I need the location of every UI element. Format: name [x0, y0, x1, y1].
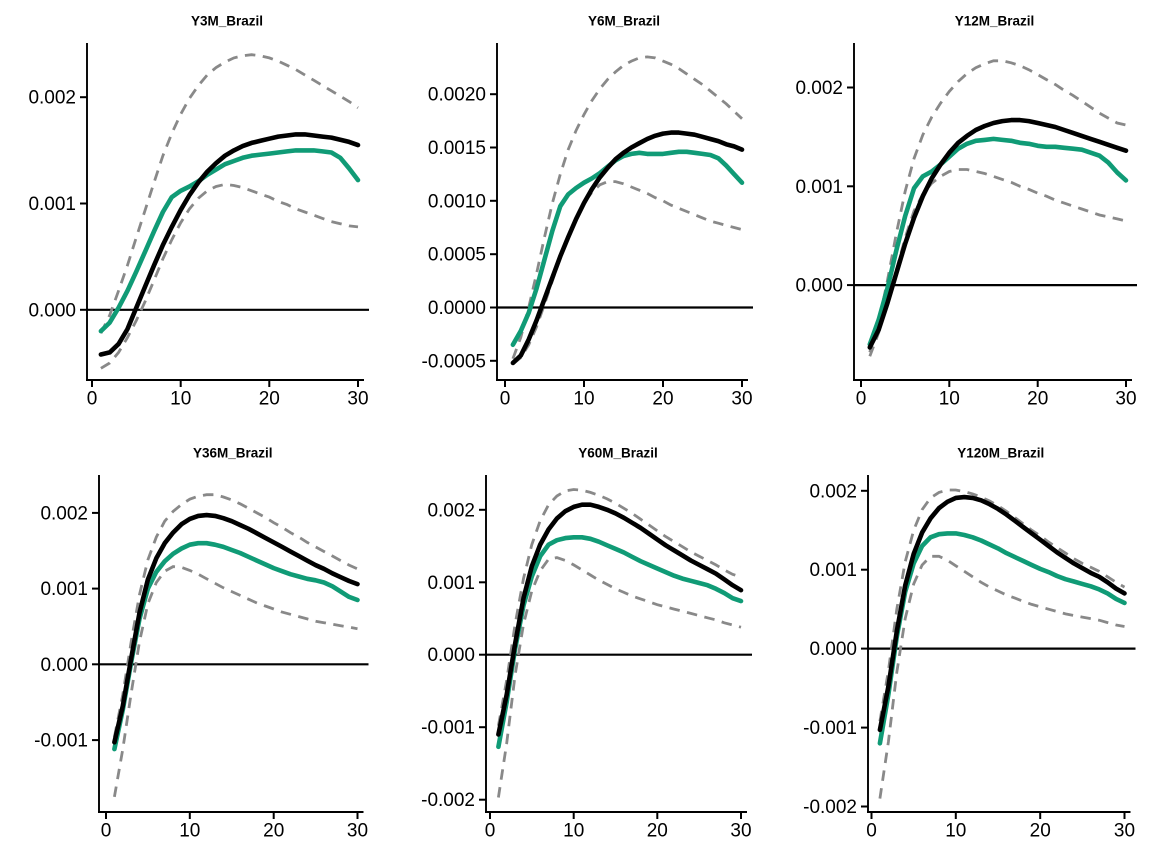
alternative-estimate-line	[867, 136, 1129, 347]
y-tick-label: 0.001	[809, 560, 857, 581]
x-tick-label: 30	[1114, 821, 1135, 842]
upper-band-line	[878, 488, 1126, 722]
x-tick-label: 10	[573, 389, 594, 410]
chart-panel-2: -0.0005 0.0000 0.0005 0.0010 0.0015 0.0020 0 10…	[422, 14, 753, 410]
x-tick-label: 0	[485, 821, 496, 842]
y-tick-label: 0.0020	[428, 85, 486, 106]
x-tick-label: 10	[563, 821, 584, 842]
y-tick-label: 0.001	[28, 194, 76, 215]
upper-band-line	[868, 59, 1127, 353]
y-tick-label: 0.001	[427, 573, 475, 594]
median-response-line	[112, 512, 360, 745]
y-tick-label: 0.001	[795, 177, 843, 198]
median-response-line	[496, 502, 744, 737]
x-tick-label: 10	[179, 821, 200, 842]
y-tick-label: 0.000	[40, 655, 88, 676]
chart-panel-6: -0.002 -0.001 0.000 0.001 0.002 0 10 20 30 Y120M_…	[803, 446, 1136, 842]
lower-band-line	[497, 556, 742, 798]
x-tick-label: 10	[170, 389, 191, 410]
x-tick-label: 20	[263, 821, 284, 842]
x-tick-label: 30	[347, 389, 368, 410]
y-tick-label: 0.0010	[428, 191, 486, 212]
panel-title: Y6M_Brazil	[588, 14, 660, 29]
y-tick-label: -0.002	[421, 790, 475, 811]
chart-panel-3: 0.000 0.001 0.002 0 10 20 30 Y12M_Brazil	[795, 14, 1137, 410]
upper-band-line	[113, 493, 359, 738]
median-response-line	[510, 130, 745, 366]
lower-band-line	[878, 554, 1125, 799]
upper-band-line	[511, 55, 743, 360]
lower-band-line	[100, 182, 359, 370]
x-tick-label: 20	[1030, 821, 1051, 842]
x-tick-label: 30	[730, 821, 751, 842]
alternative-estimate-line	[112, 540, 360, 752]
x-tick-label: 20	[1027, 389, 1048, 410]
x-tick-label: 30	[1115, 389, 1136, 410]
upper-band-line	[99, 53, 359, 334]
alternative-estimate-line	[496, 535, 744, 750]
x-tick-label: 30	[347, 821, 368, 842]
x-tick-label: 10	[939, 389, 960, 410]
y-tick-label: 0.0015	[428, 138, 486, 159]
y-tick-label: 0.002	[40, 503, 88, 524]
y-tick-label: -0.001	[803, 718, 857, 739]
y-tick-label: 0.000	[427, 645, 475, 666]
y-tick-label: 0.000	[795, 276, 843, 297]
panel-title: Y3M_Brazil	[191, 14, 263, 29]
panel-title: Y120M_Brazil	[957, 446, 1044, 461]
x-tick-label: 10	[945, 821, 966, 842]
upper-band-line	[497, 488, 742, 727]
median-response-line	[877, 494, 1127, 733]
chart-panel-4: -0.001 0.000 0.001 0.002 0 10 20 30 Y36M_Brazil	[34, 446, 369, 842]
y-tick-label: -0.002	[803, 797, 857, 818]
x-tick-label: 0	[101, 821, 112, 842]
y-tick-label: -0.0005	[422, 351, 486, 372]
chart-panel-5: -0.002 -0.001 0.000 0.001 0.002 0 10 20 30 Y60M_B…	[421, 446, 752, 842]
y-tick-label: -0.001	[421, 718, 475, 739]
x-tick-label: 0	[500, 389, 511, 410]
y-tick-label: 0.002	[795, 78, 843, 99]
panel-title: Y36M_Brazil	[193, 446, 273, 461]
x-tick-label: 0	[87, 389, 98, 410]
median-response-line	[867, 117, 1129, 350]
x-tick-label: 30	[731, 389, 752, 410]
x-tick-label: 20	[647, 821, 668, 842]
y-tick-label: 0.002	[809, 481, 857, 502]
y-tick-label: 0.001	[40, 579, 88, 600]
lower-band-line	[113, 565, 358, 798]
y-tick-label: 0.000	[28, 300, 76, 321]
panel-title: Y12M_Brazil	[955, 14, 1035, 29]
y-tick-label: 0.0005	[428, 245, 486, 266]
panel-title: Y60M_Brazil	[578, 446, 658, 461]
x-tick-label: 0	[866, 821, 877, 842]
x-tick-label: 20	[259, 389, 280, 410]
lower-band-line	[868, 168, 1127, 357]
alternative-estimate-line	[877, 531, 1127, 746]
alternative-estimate-line	[510, 149, 745, 348]
alternative-estimate-line	[98, 148, 361, 334]
y-tick-label: 0.0000	[428, 298, 486, 319]
y-tick-label: 0.002	[427, 500, 475, 521]
median-response-line	[98, 132, 361, 357]
x-tick-label: 20	[652, 389, 673, 410]
y-tick-label: 0.002	[28, 88, 76, 109]
y-tick-label: -0.001	[34, 731, 88, 752]
lower-band-line	[512, 180, 743, 366]
x-tick-label: 0	[856, 389, 867, 410]
chart-panel-1: 0.000 0.001 0.002 0 10 20 30 Y3M_Brazil	[28, 14, 369, 410]
y-tick-label: 0.000	[809, 639, 857, 660]
